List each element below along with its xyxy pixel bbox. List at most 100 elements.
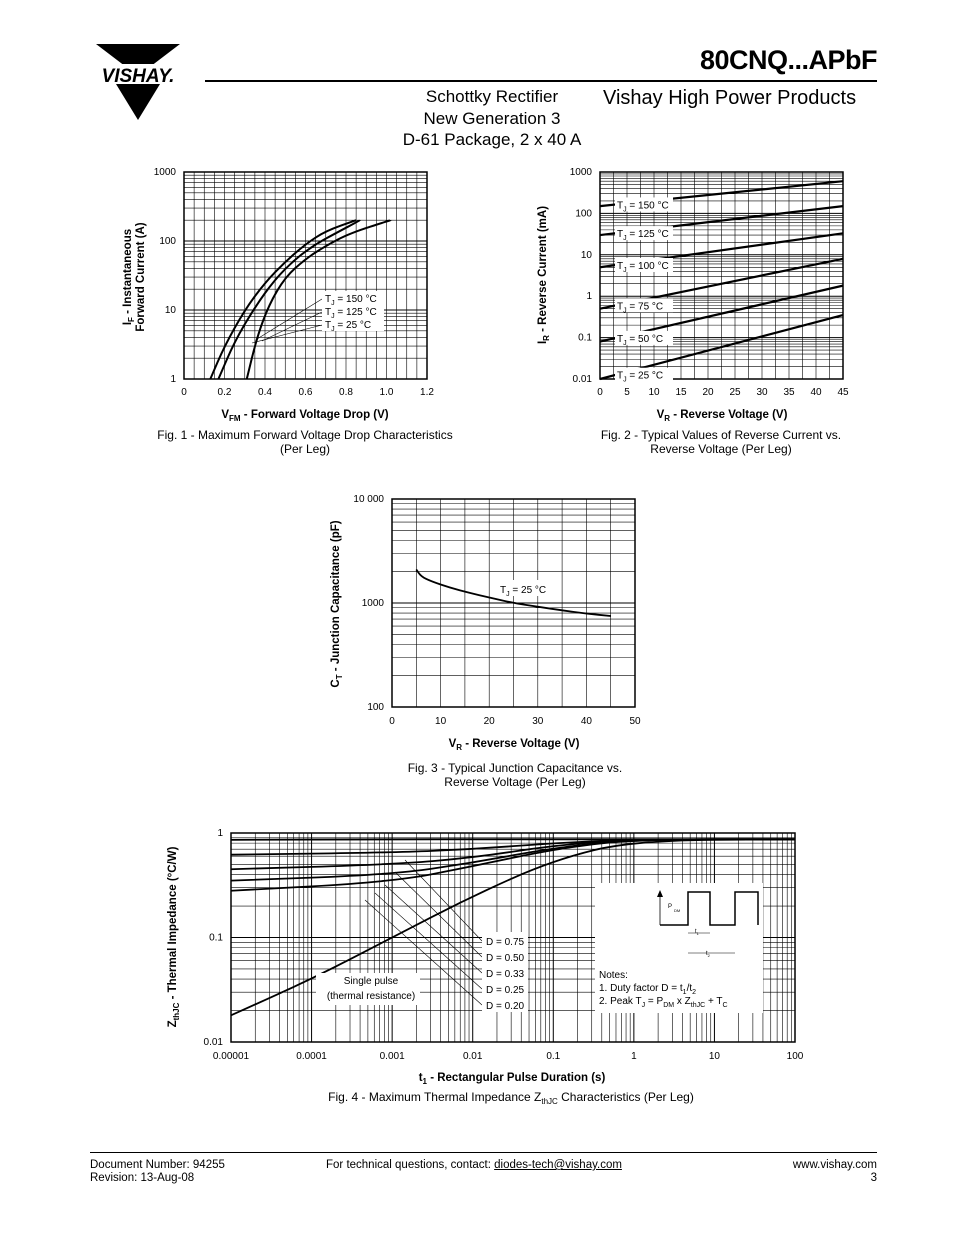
y-tick-label: 1000 [154, 167, 177, 178]
fig2-temp-label-3: TJ = 100 °C [617, 261, 669, 274]
y-tick-label: 100 [159, 236, 176, 247]
fig3-x-axis-label: VR - Reverse Voltage (V) [449, 738, 580, 752]
svg-text:t1: t1 [695, 929, 700, 936]
fig4-notes-title: Notes: [599, 970, 628, 981]
x-tick-label: 15 [675, 387, 687, 398]
x-tick-label: 0.00001 [213, 1051, 250, 1062]
x-tick-label: 0.8 [339, 387, 353, 398]
fig1-y-axis-label: IF - Instantaneous Forward Current (A) [122, 222, 147, 331]
fig4-duty-label-5: D = 0.20 [486, 1001, 525, 1012]
fig4-duty-label-3: D = 0.33 [486, 969, 525, 980]
fig2-y-axis-label: IR - Reverse Current (mA) [537, 206, 551, 344]
x-tick-label: 0.6 [299, 387, 313, 398]
x-tick-label: 40 [581, 716, 593, 727]
fig2-temp-label-2: TJ = 125 °C [617, 229, 669, 242]
y-tick-label: 0.1 [209, 933, 223, 944]
fig3-plot-frame [391, 498, 636, 708]
document-number: Document Number: 94255 [90, 1159, 225, 1171]
svg-text:DM: DM [674, 908, 680, 913]
x-tick-label: 0.1 [546, 1051, 560, 1062]
fig4-thermal-impedance-chart: 0.00001 0.0001 0.001 0.01 0.1 1 10 1000.010.11 … [167, 828, 804, 1106]
fig1-plot-frame [183, 171, 428, 380]
x-tick-label: 30 [756, 387, 768, 398]
series-line-3 [245, 219, 391, 380]
x-tick-label: 20 [484, 716, 496, 727]
y-tick-label: 0.01 [573, 374, 593, 385]
fig4-y-axis-label: ZthJC - Thermal Impedance (°C/W) [167, 846, 181, 1027]
fig2-caption-line-1: Fig. 2 - Typical Values of Reverse Curre… [601, 428, 841, 442]
fig4-duty-label-1: D = 0.75 [486, 937, 525, 948]
fig2-reverse-current-chart: 0 5 10 15 20 25 30 35 40 45 0.01 0.1 1 10 100 1000 TJ =… [537, 167, 849, 456]
x-tick-label: 1.0 [380, 387, 394, 398]
fig2-temp-label-1: TJ = 150 °C [617, 200, 669, 213]
fig2-temp-label-4: TJ = 75 °C [617, 301, 663, 314]
y-tick-label: 10 [581, 250, 593, 261]
x-tick-label: 45 [837, 387, 849, 398]
x-tick-label: 5 [624, 387, 630, 398]
fig1-forward-voltage-chart: 0 0.2 0.4 0.6 0.8 1.0 1.2 1 10 100 1000 TJ = 150 °… [122, 167, 453, 456]
subtitle-line-1: Schottky Rectifier [425, 87, 559, 106]
series-line-1 [209, 219, 357, 380]
subtitle-line-3: D-61 Package, 2 x 40 A [402, 130, 582, 149]
y-tick-label: 0.01 [204, 1037, 224, 1048]
fig4-duty-label-2: D = 0.50 [486, 953, 525, 964]
division-name: Vishay High Power Products [603, 87, 857, 109]
y-tick-label: 1000 [570, 167, 593, 178]
svg-text:Forward Current (A): Forward Current (A) [135, 222, 147, 331]
fig4-plot-frame [230, 832, 796, 1043]
fig2-temp-label-6: TJ = 25 °C [617, 371, 663, 384]
series-line-2 [217, 219, 361, 380]
footer-site: www.vishay.com 3 [793, 1159, 877, 1185]
y-tick-label: 100 [367, 702, 384, 713]
fig3-y-axis-label: CT - Junction Capacitance (pF) [330, 520, 344, 687]
part-number: 80CNQ...APbF [699, 45, 878, 75]
revision: Revision: 13-Aug-08 [90, 1172, 195, 1184]
fig4-single-pulse-label: Single pulse [344, 976, 399, 987]
y-tick-label: 1000 [362, 598, 385, 609]
website-link[interactable]: www.vishay.com [792, 1159, 877, 1171]
fig1-legend-label-3: TJ = 25 °C [325, 320, 371, 333]
footer-rule [90, 1152, 877, 1153]
x-tick-label: 0.001 [380, 1051, 405, 1062]
y-tick-label: 10 [165, 305, 177, 316]
fig1-caption-line-1: Fig. 1 - Maximum Forward Voltage Drop Ch… [157, 428, 452, 442]
x-tick-label: 0 [181, 387, 187, 398]
x-tick-label: 10 [709, 1051, 721, 1062]
y-tick-label: 1 [217, 828, 223, 839]
y-tick-label: 100 [575, 208, 592, 219]
fig4-x-axis-label: t1 - Rectangular Pulse Duration (s) [419, 1072, 606, 1086]
x-tick-label: 10 [648, 387, 660, 398]
footer-doc-info: Document Number: 94255 Revision: 13-Aug-… [90, 1159, 225, 1185]
svg-text:ZthJC - Thermal Impedance (°C/: ZthJC - Thermal Impedance (°C/W) [167, 846, 181, 1027]
svg-text:P: P [668, 904, 672, 910]
y-tick-label: 1 [170, 374, 176, 385]
x-tick-label: 0.0001 [296, 1051, 327, 1062]
x-tick-label: 0.2 [218, 387, 232, 398]
x-tick-label: 0 [389, 716, 395, 727]
fig1-legend-label-2: TJ = 125 °C [325, 307, 377, 320]
fig1-caption-line-2: (Per Leg) [280, 442, 330, 456]
contact-email-link[interactable]: diodes-tech@vishay.com [494, 1159, 622, 1171]
fig4-pulse-inset: P DM t1 t2 [657, 890, 759, 958]
fig3-legend-label: TJ = 25 °C [500, 585, 546, 598]
x-tick-label: 35 [783, 387, 795, 398]
x-tick-label: 25 [729, 387, 741, 398]
x-tick-label: 20 [702, 387, 714, 398]
x-tick-label: 10 [435, 716, 447, 727]
svg-text:CT - Junction Capacitance (pF): CT - Junction Capacitance (pF) [330, 520, 344, 687]
fig4-duty-label-4: D = 0.25 [486, 985, 525, 996]
x-tick-label: 100 [787, 1051, 804, 1062]
svg-text:IR - Reverse Current (mA): IR - Reverse Current (mA) [537, 206, 551, 344]
fig2-caption-line-2: Reverse Voltage (Per Leg) [650, 442, 791, 456]
contact-text: For technical questions, contact: [326, 1159, 495, 1171]
fig1-legend: TJ = 150 °C TJ = 125 °C TJ = 25 °C [251, 291, 384, 344]
series-line-1 [415, 568, 611, 617]
fig4-note-2: 2. Peak TJ = PDM x ZthJC + TC [599, 996, 728, 1009]
fig2-x-axis-label: VR - Reverse Voltage (V) [657, 409, 788, 423]
svg-text:VISHAY.: VISHAY. [102, 66, 175, 87]
y-tick-label: 1 [586, 291, 592, 302]
fig4-thermal-resistance-label: (thermal resistance) [327, 991, 415, 1002]
x-tick-label: 30 [532, 716, 544, 727]
fig1-legend-label-1: TJ = 150 °C [325, 294, 377, 307]
